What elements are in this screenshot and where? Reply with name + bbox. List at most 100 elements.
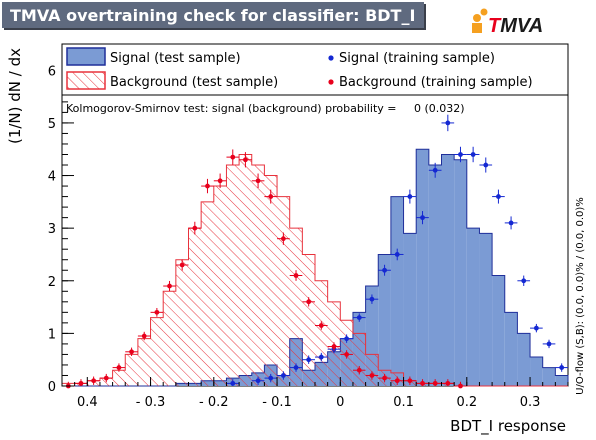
signal-train-point	[504, 216, 518, 230]
signal-train-point	[492, 189, 505, 204]
background-test-bar	[163, 291, 176, 386]
tmva-logo: TMVA	[472, 8, 543, 37]
background-train-point	[137, 331, 151, 341]
background-test-bar	[365, 354, 379, 386]
background-train-point	[125, 347, 138, 357]
background-test-bar	[302, 254, 315, 386]
signal-test-bar	[378, 254, 391, 386]
x-tick-label: 0.2	[456, 395, 477, 410]
signal-train-point	[428, 162, 442, 178]
background-test-bar	[264, 175, 278, 386]
signal-test-bar	[390, 196, 404, 386]
background-train-point	[352, 366, 366, 375]
signal-train-point	[403, 189, 417, 204]
background-train-point	[441, 379, 455, 386]
ks-test-text: Kolmogorov-Smirnov test: signal (backgro…	[66, 102, 465, 115]
signal-test-bar	[517, 333, 531, 386]
background-train-point	[188, 221, 202, 235]
background-train-point	[213, 173, 227, 189]
signal-train-point	[378, 264, 391, 276]
background-test-bar	[201, 201, 214, 386]
signal-train-point	[454, 146, 467, 163]
signal-train-point	[302, 355, 315, 364]
background-train-point	[416, 379, 429, 386]
signal-train-point	[555, 363, 568, 372]
background-test-bar	[137, 338, 151, 386]
signal-test-bar	[466, 228, 480, 386]
legend-label-signal-train: Signal (training sample)	[339, 51, 495, 66]
signal-train-point	[530, 323, 543, 333]
y-tick-label: 4	[48, 170, 56, 185]
background-test-bar	[125, 354, 138, 386]
x-tick-label: - 0.1	[262, 395, 292, 410]
background-train-point	[365, 371, 379, 380]
background-train-point	[403, 376, 417, 385]
signal-train-point	[517, 275, 531, 286]
signal-test-bar	[428, 165, 442, 386]
background-train-point	[175, 259, 189, 271]
background-train-point	[163, 280, 176, 292]
background-train-point	[428, 379, 442, 386]
x-tick-label: - 0.2	[199, 395, 229, 410]
background-test-bar	[188, 228, 202, 386]
x-axis-label: BDT_I response	[450, 417, 566, 436]
background-train-point	[454, 381, 467, 389]
legend-label-signal-test: Signal (test sample)	[110, 51, 241, 66]
legend-swatch-background-test	[66, 71, 106, 90]
signal-train-point	[277, 371, 290, 380]
overflow-text: U/O-flow (S,B): (0.0, 0.0)% / (0.0, 0.0)…	[575, 197, 586, 395]
signal-test-bar	[530, 357, 543, 386]
signal-train-point	[365, 294, 379, 304]
signal-train-point	[352, 313, 366, 322]
background-train-point	[340, 350, 353, 359]
background-test-bar	[251, 165, 265, 386]
signal-train-point	[315, 352, 328, 362]
background-test-bar	[112, 370, 126, 386]
signal-train-point	[479, 157, 493, 173]
signal-train-point	[390, 248, 404, 261]
background-train-point	[327, 342, 341, 351]
background-test-bar	[226, 165, 240, 386]
background-test-bar	[289, 228, 303, 386]
signal-train-point	[264, 373, 278, 383]
background-train-point	[277, 232, 290, 245]
legend-marker-background-train	[328, 79, 334, 85]
signal-train-point	[226, 379, 240, 386]
legend-marker-signal-train	[328, 55, 334, 61]
signal-train-point	[441, 114, 455, 132]
legend-box	[61, 43, 569, 96]
background-train-point	[150, 307, 164, 317]
background-train-point	[302, 297, 315, 307]
x-tick-label: 0.4	[77, 395, 98, 410]
signal-train-point	[289, 363, 303, 372]
signal-train-point	[251, 376, 265, 385]
signal-test-bar	[555, 375, 568, 386]
background-train-point	[87, 376, 100, 385]
legend-label-background-test: Background (test sample)	[110, 75, 278, 90]
background-train-point	[226, 149, 240, 165]
background-test-bar	[150, 317, 164, 386]
signal-train-point	[466, 146, 480, 163]
background-test-histogram	[61, 153, 568, 387]
logo-t: T	[488, 15, 502, 37]
background-train-point	[378, 373, 391, 383]
background-test-bar	[175, 259, 189, 386]
signal-train-point	[542, 339, 556, 349]
background-train-point	[315, 321, 328, 330]
background-train-point	[264, 189, 278, 204]
background-test-bar	[239, 154, 252, 386]
signal-test-bar	[454, 159, 467, 386]
logo-mva: MVA	[500, 15, 543, 37]
x-tick-label: - 0.3	[136, 395, 166, 410]
signal-train-point	[416, 211, 429, 225]
background-test-bar	[315, 280, 328, 386]
svg-text:TMVA: TMVA	[488, 15, 543, 37]
background-train-point	[99, 373, 113, 383]
y-tick-label: 2	[48, 275, 56, 290]
y-tick-label: 5	[48, 117, 56, 132]
x-tick-label: 0	[336, 395, 344, 410]
y-tick-label: 6	[48, 64, 56, 79]
title-bar: TMVA overtraining check for classifier: …	[2, 2, 424, 28]
signal-test-bar	[403, 233, 417, 386]
y-tick-label: 1	[48, 327, 56, 342]
